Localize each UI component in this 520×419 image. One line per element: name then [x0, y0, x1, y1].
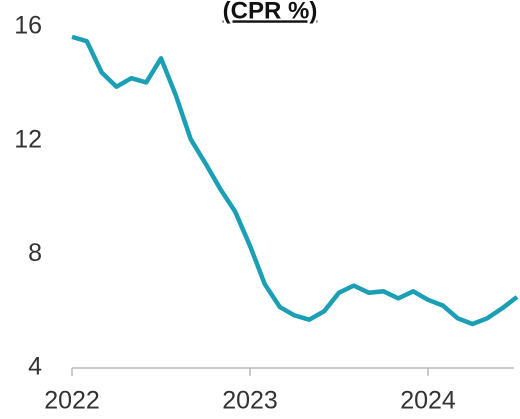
y-tick-label: 12 — [14, 125, 42, 153]
y-tick-label: 8 — [28, 239, 42, 267]
data-line — [71, 34, 519, 327]
y-tick-label: 16 — [14, 12, 42, 40]
x-tick-label: 2022 — [44, 387, 100, 415]
x-tick-label: 2024 — [400, 387, 456, 415]
y-tick-label: 4 — [28, 353, 42, 381]
x-tick-label: 2023 — [222, 387, 278, 415]
chart-title: (CPR %) — [223, 0, 318, 24]
